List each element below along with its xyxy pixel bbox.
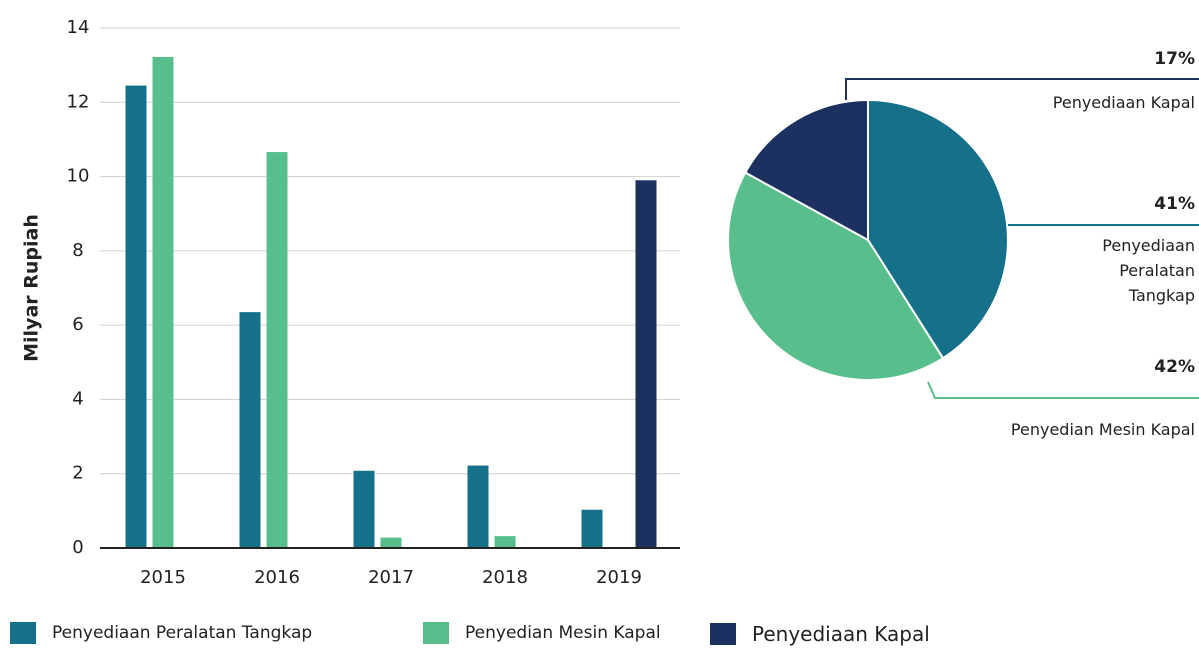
y-tick-label: 14 [67, 17, 90, 38]
bar [467, 465, 489, 548]
y-tick-label: 6 [72, 314, 83, 335]
x-tick-label: 2015 [140, 567, 186, 588]
legend-item: Penyediaan Peralatan Tangkap [10, 622, 312, 644]
bar [125, 85, 147, 549]
bar [581, 509, 603, 548]
leader-line [845, 78, 1199, 100]
leader-line [927, 381, 1199, 399]
legend-label: Penyediaan Peralatan Tangkap [52, 623, 313, 643]
legend-label: Penyediaan Kapal [752, 622, 930, 646]
y-axis-label: Milyar Rupiah [21, 214, 43, 362]
x-tick-label: 2017 [368, 567, 414, 588]
y-tick-label: 10 [67, 166, 90, 187]
bar [152, 56, 174, 548]
legend-label: Penyedian Mesin Kapal [465, 623, 661, 643]
y-tick-label: 12 [67, 91, 90, 112]
pie-label: Penyediaan Kapal [1052, 93, 1195, 112]
pie-value-label: 41% [1154, 194, 1195, 214]
y-tick-label: 2 [72, 463, 83, 484]
pie-slice [727, 171, 945, 381]
pie-value-label: 17% [1154, 49, 1195, 69]
x-tick-label: 2019 [596, 567, 642, 588]
y-tick-label: 8 [72, 240, 83, 261]
pie-label: Penyedian Mesin Kapal [1010, 420, 1195, 439]
pie-label: Penyediaan Peralatan Tangkap [1102, 236, 1195, 305]
x-tick-label: 2018 [482, 567, 528, 588]
legend-item: Penyediaan Kapal [710, 622, 930, 646]
bar [635, 180, 657, 549]
y-tick-label: 0 [72, 537, 83, 558]
x-tick-label: 2016 [254, 567, 300, 588]
bar [380, 537, 402, 548]
bar [239, 312, 261, 548]
bar [353, 470, 375, 548]
legend-item: Penyedian Mesin Kapal [423, 622, 661, 644]
y-tick-label: 4 [72, 388, 83, 409]
pie-value-label: 42% [1154, 357, 1195, 377]
legend-swatch [423, 622, 449, 644]
bar [494, 536, 516, 548]
legend-swatch [710, 623, 736, 645]
pie-slice [743, 98, 869, 242]
bar [266, 152, 288, 549]
legend-swatch [10, 622, 36, 644]
